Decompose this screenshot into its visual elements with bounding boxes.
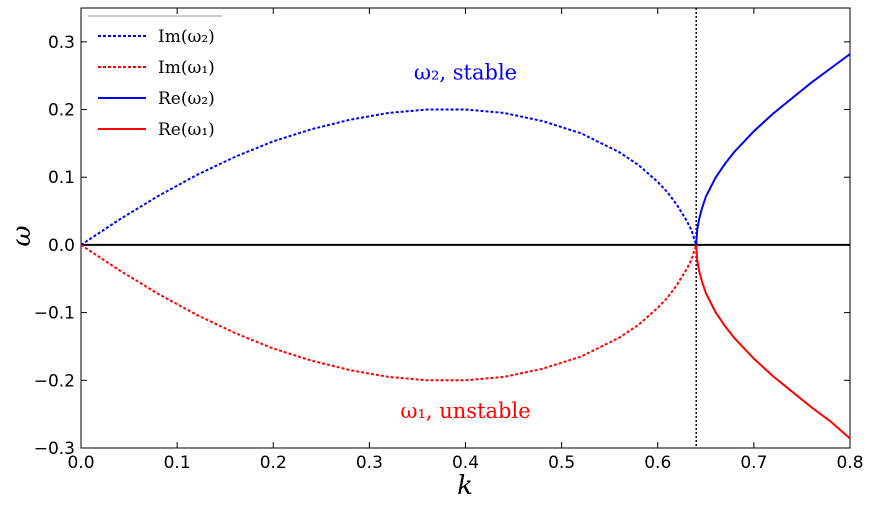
legend-entry-label: Re(ω₂): [158, 89, 215, 109]
x-tick-label: 0.8: [836, 453, 863, 473]
x-tick-label: 0.7: [740, 453, 767, 473]
y-tick-label: −0.1: [34, 304, 75, 324]
reference-lines: [81, 8, 850, 448]
y-tick-label: −0.2: [34, 371, 75, 391]
ticks-layer: 0.0 0.1 0.2 0.3 0.4 0.5 0.6 0.7 0.8 −0.3 −0.2 −0.1 0…: [34, 8, 864, 473]
annotations: ω₂, stable ω₁, unstable: [400, 60, 530, 422]
series-layer: [80, 53, 851, 440]
legend-entry-label: Im(ω₁): [158, 58, 215, 78]
x-tick-label: 0.6: [644, 453, 671, 473]
series-line-re2: [695, 53, 851, 245]
x-tick-label: 0.1: [164, 453, 191, 473]
y-tick-label: 0.2: [48, 101, 75, 121]
y-tick-label: 0.3: [48, 33, 75, 53]
x-tick-label: 0.5: [548, 453, 575, 473]
plot-background: [81, 8, 850, 448]
x-axis-label: k: [457, 471, 473, 501]
y-tick-label: 0.0: [48, 236, 75, 256]
y-axis-label: ω: [7, 225, 37, 246]
series-line-re1: [695, 244, 851, 440]
series-line-im2: [80, 108, 698, 246]
x-tick-label: 0.0: [67, 453, 94, 473]
legend-entry-label: Re(ω₁): [158, 120, 215, 140]
x-tick-label: 0.2: [260, 453, 287, 473]
legend-entry-label: Im(ω₂): [158, 27, 215, 47]
legend: Im(ω₂) Im(ω₁) Re(ω₂) Re(ω₁): [88, 15, 222, 140]
series-line-im1: [80, 244, 698, 382]
y-tick-label: −0.3: [34, 439, 75, 459]
annotation-label: ω₁, unstable: [400, 399, 530, 423]
x-tick-label: 0.4: [452, 453, 479, 473]
x-tick-label: 0.3: [356, 453, 383, 473]
annotation-label: ω₂, stable: [414, 60, 517, 84]
y-tick-label: 0.1: [48, 168, 75, 188]
